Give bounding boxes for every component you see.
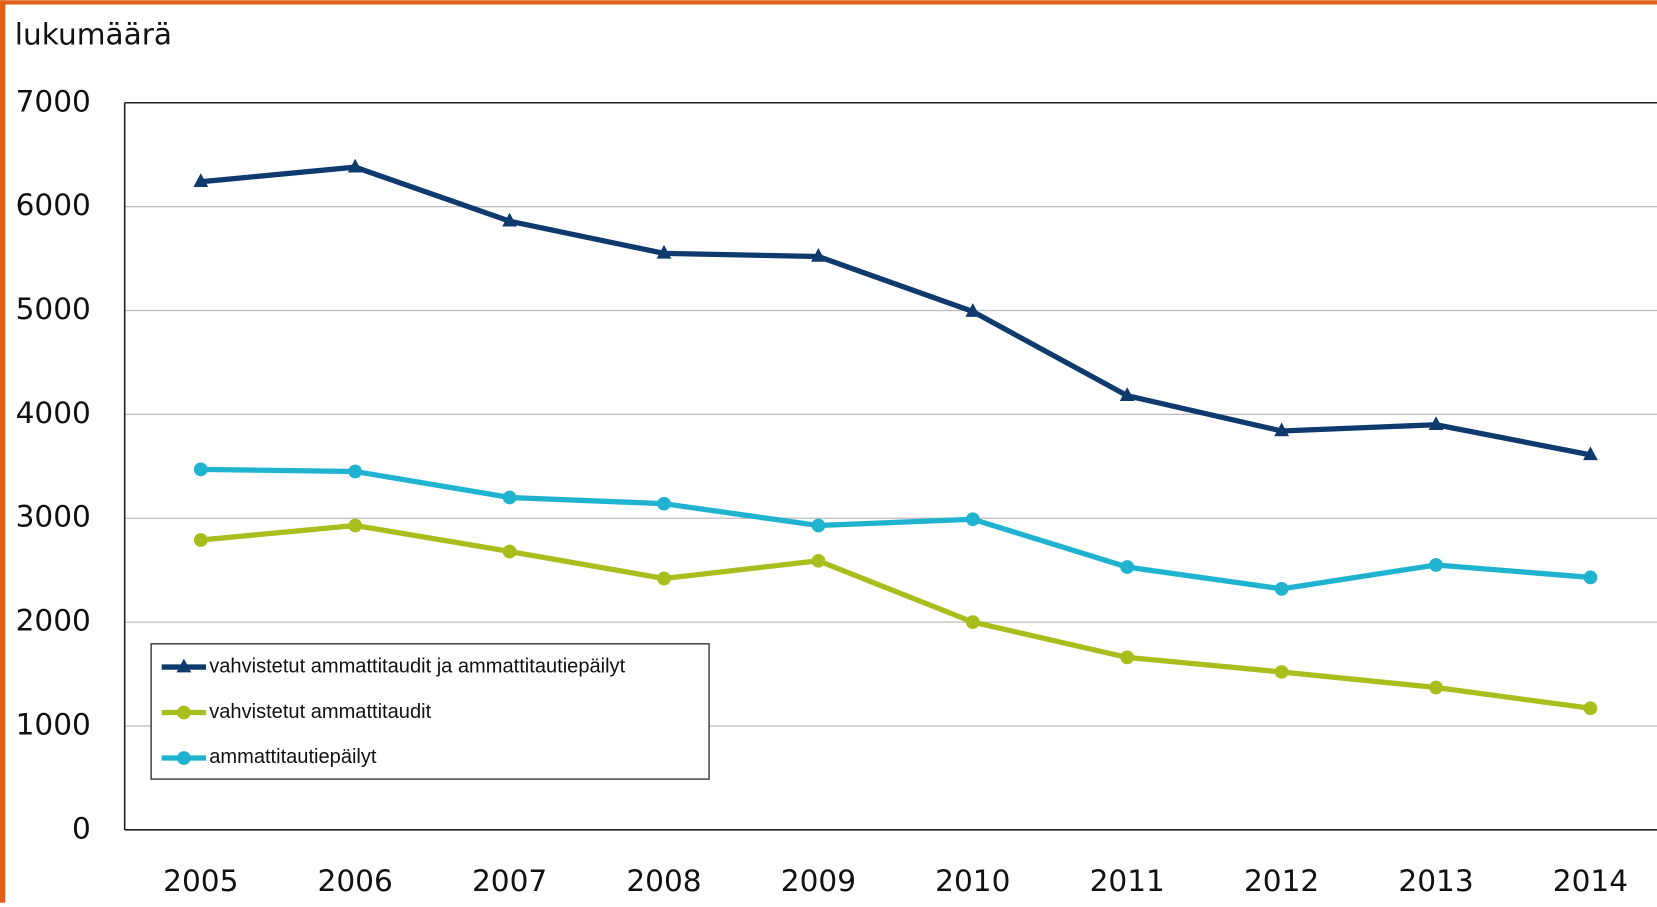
y-tick-label: 5000 (16, 292, 91, 326)
y-tick-label: 2000 (16, 604, 91, 638)
marker (1120, 560, 1135, 574)
marker (811, 553, 826, 568)
marker (193, 462, 208, 477)
series-line (200, 164, 1591, 458)
legend-label: vahvistetut ammattitaudit (209, 701, 431, 723)
marker (193, 533, 208, 547)
marker (965, 303, 981, 317)
marker (1583, 446, 1598, 461)
marker (1274, 581, 1289, 596)
x-tick-label: 2013 (1398, 864, 1473, 898)
marker (656, 244, 672, 259)
x-tick-label: 2006 (318, 864, 393, 898)
y-tick-label: 1000 (16, 707, 91, 741)
marker (347, 158, 363, 173)
marker (502, 490, 517, 505)
series-line (200, 466, 1591, 592)
marker (502, 544, 517, 559)
marker (348, 518, 363, 533)
marker (965, 615, 980, 629)
y-tick-label: 4000 (16, 396, 91, 430)
legend-marker (177, 705, 191, 720)
marker (1120, 650, 1135, 665)
marker (965, 512, 980, 527)
marker (348, 464, 363, 479)
marker (1428, 416, 1444, 431)
y-tick-label: 3000 (16, 500, 91, 534)
x-tick-label: 2014 (1553, 864, 1628, 898)
marker (1583, 701, 1598, 716)
marker (1274, 422, 1290, 437)
y-tick-label: 0 (72, 811, 91, 845)
marker (1429, 680, 1443, 695)
x-tick-label: 2009 (781, 864, 856, 898)
legend-box (150, 643, 710, 780)
marker (1429, 558, 1443, 572)
frame-left (0, 0, 6, 903)
marker (193, 173, 209, 187)
legend-marker (176, 658, 192, 673)
marker (811, 248, 826, 262)
marker (1119, 387, 1135, 401)
marker (657, 571, 671, 586)
marker (502, 212, 517, 227)
x-tick-label: 2005 (163, 864, 238, 898)
y-tick-label: 7000 (16, 84, 91, 118)
marker (811, 518, 826, 533)
marker (1583, 570, 1598, 585)
series-line (200, 522, 1591, 711)
x-tick-label: 2010 (935, 864, 1010, 898)
marker (657, 496, 671, 511)
legend-label: ammattitautiepäilyt (209, 746, 377, 768)
marker (1274, 665, 1289, 679)
frame-top (0, 0, 1657, 5)
x-tick-label: 2012 (1244, 864, 1319, 898)
y-tick-label: 6000 (16, 188, 91, 222)
x-tick-label: 2008 (626, 864, 701, 898)
legend-marker (177, 751, 191, 765)
y-axis-label: lukumäärä (15, 18, 172, 52)
x-tick-label: 2011 (1090, 864, 1165, 898)
legend-label: vahvistetut ammattitaudit ja ammattitaut… (209, 655, 625, 677)
x-tick-label: 2007 (472, 864, 547, 898)
